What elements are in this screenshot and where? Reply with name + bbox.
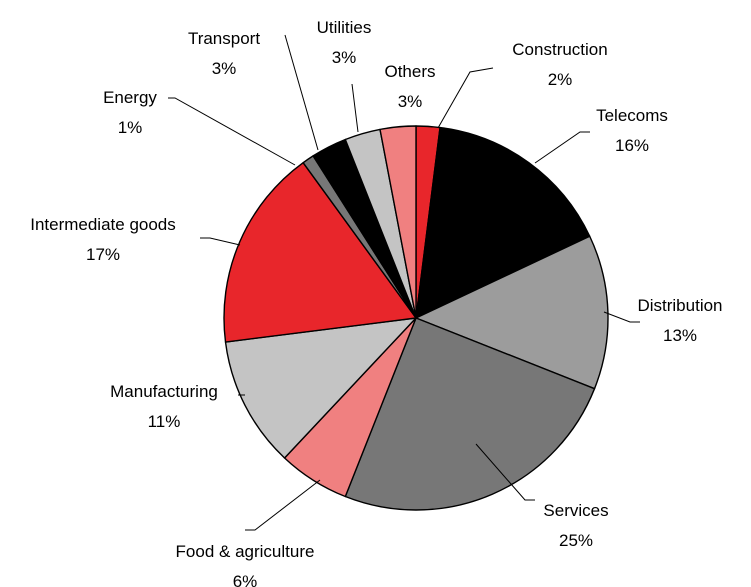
slice-name: Intermediate goods (30, 215, 176, 234)
leader-lines-layer (168, 34, 640, 531)
slice-percent: 13% (663, 326, 697, 345)
slice-percent: 1% (118, 118, 143, 137)
slice-label-food-and-agriculture: Food & agriculture 6% (176, 542, 315, 587)
pie-slice-intermediate-goods (223, 161, 417, 343)
slice-label-services: Services 25% (543, 501, 608, 550)
slices-layer (223, 125, 609, 511)
leader-line-intermediate-goods (200, 237, 241, 246)
leader-line-services (475, 443, 535, 501)
pie-slice-services (344, 317, 596, 511)
slice-label-energy: Energy 1% (103, 88, 157, 137)
slice-percent: 25% (559, 531, 593, 550)
labels-layer: Construction 2% Telecoms 16% Distribution 13%… (30, 18, 722, 587)
pie-slice-others (379, 125, 417, 319)
slice-percent: 3% (212, 59, 237, 78)
slice-name: Utilities (317, 18, 372, 37)
slice-name: Energy (103, 88, 157, 107)
slice-name: Manufacturing (110, 382, 218, 401)
leader-line-utilities (351, 83, 359, 133)
slice-percent: 3% (332, 48, 357, 67)
slice-percent: 6% (233, 572, 258, 587)
pie-slice-distribution (415, 235, 609, 390)
slice-label-intermediate-goods: Intermediate goods 17% (30, 215, 176, 264)
pie-slice-telecoms (415, 126, 591, 319)
leader-line-distribution (603, 311, 640, 323)
leader-line-transport (284, 34, 319, 151)
slice-name: Others (384, 62, 435, 81)
slice-label-telecoms: Telecoms 16% (596, 106, 668, 155)
slice-label-transport: Transport 3% (188, 29, 260, 78)
slice-name: Construction (512, 40, 607, 59)
slice-label-manufacturing: Manufacturing 11% (110, 382, 218, 431)
pie-slice-manufacturing (224, 317, 417, 459)
slice-label-others: Others 3% (384, 62, 435, 111)
slice-name: Food & agriculture (176, 542, 315, 561)
slice-name: Transport (188, 29, 260, 48)
slice-percent: 11% (148, 412, 181, 431)
leader-line-telecoms (534, 131, 590, 164)
slice-percent: 17% (86, 245, 120, 264)
leader-line-food-and-agriculture (245, 479, 321, 531)
slice-percent: 16% (615, 136, 649, 155)
slice-percent: 3% (398, 92, 423, 111)
slice-label-utilities: Utilities 3% (317, 18, 372, 67)
slice-name: Services (543, 501, 608, 520)
slice-percent: 2% (548, 70, 573, 89)
slice-label-distribution: Distribution 13% (637, 296, 722, 345)
leader-line-energy (168, 97, 296, 166)
leader-line-construction (437, 67, 494, 129)
slice-name: Telecoms (596, 106, 668, 125)
slice-name: Distribution (637, 296, 722, 315)
slice-label-construction: Construction 2% (512, 40, 607, 89)
